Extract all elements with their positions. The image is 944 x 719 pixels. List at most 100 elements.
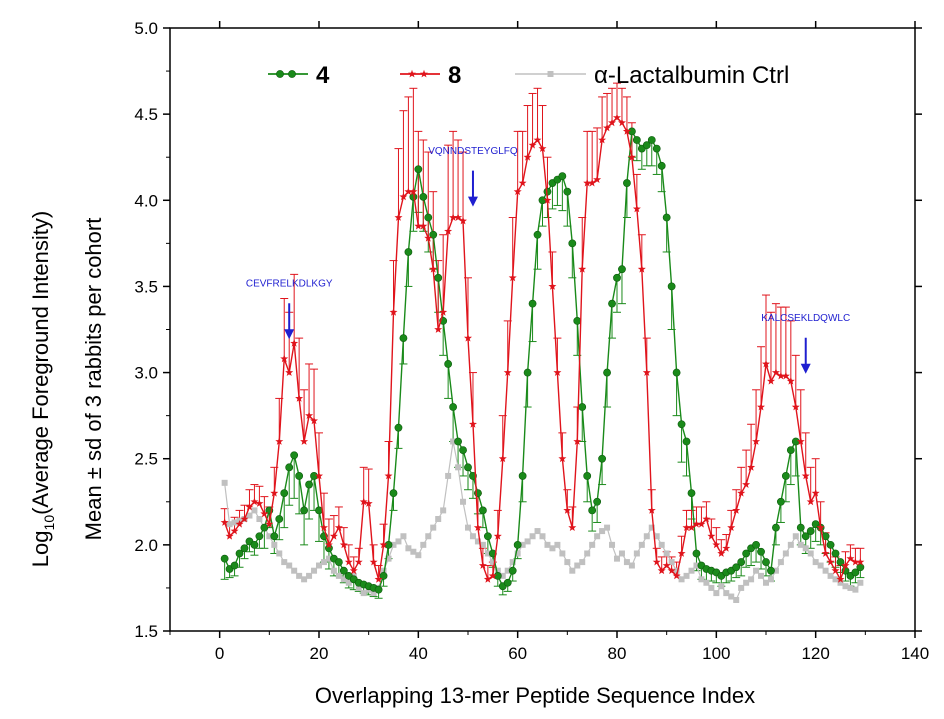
data-point — [250, 497, 259, 506]
data-point — [836, 575, 845, 583]
data-point — [628, 127, 636, 136]
data-point — [579, 559, 586, 566]
data-point — [296, 572, 303, 579]
data-point — [738, 584, 745, 591]
data-point — [334, 558, 343, 566]
data-point — [290, 339, 299, 347]
data-point — [851, 557, 860, 566]
data-point — [852, 586, 859, 593]
data-point — [529, 533, 536, 540]
data-point — [613, 113, 621, 121]
data-point — [488, 549, 497, 558]
y-tick-label: 5.0 — [134, 19, 158, 38]
data-point — [320, 559, 327, 566]
data-point — [687, 523, 696, 531]
data-point — [787, 541, 794, 548]
data-point — [534, 528, 541, 535]
data-point — [667, 566, 676, 575]
data-point — [508, 566, 517, 575]
data-point — [781, 371, 790, 380]
data-point — [389, 308, 398, 316]
data-point — [469, 420, 477, 428]
data-point — [733, 596, 740, 603]
data-point — [404, 187, 413, 196]
data-point — [245, 502, 254, 511]
data-point — [594, 533, 601, 540]
data-point — [281, 559, 288, 566]
data-point — [310, 472, 318, 480]
x-tick-label: 20 — [310, 644, 329, 663]
data-point — [772, 523, 780, 532]
x-axis-title: Overlapping 13-mer Peptide Sequence Inde… — [315, 683, 755, 708]
data-point — [628, 562, 635, 569]
data-point — [320, 523, 328, 531]
data-point — [251, 507, 258, 514]
data-point — [748, 576, 755, 583]
data-point — [652, 557, 661, 566]
legend-marker — [288, 70, 296, 78]
data-point — [742, 549, 751, 558]
data-point — [230, 561, 239, 570]
legend-label: 4 — [316, 62, 330, 89]
data-point — [424, 234, 433, 242]
x-tick-label: 140 — [901, 644, 929, 663]
data-point — [548, 282, 557, 290]
data-point — [831, 566, 840, 575]
y-tick-label: 2.0 — [134, 536, 158, 555]
data-point — [753, 567, 760, 574]
data-point — [632, 136, 641, 144]
data-point — [399, 192, 408, 201]
data-point — [692, 549, 701, 558]
data-point — [657, 161, 666, 170]
data-point — [503, 368, 512, 376]
data-point — [578, 265, 587, 273]
data-point — [354, 557, 363, 566]
data-point — [405, 545, 412, 552]
data-point — [549, 545, 556, 552]
data-point — [316, 562, 322, 569]
data-point — [647, 506, 656, 514]
data-point — [791, 402, 800, 411]
legend-label: α-Lactalbumin Ctrl — [594, 62, 789, 89]
data-point — [380, 567, 387, 574]
data-point — [702, 514, 711, 523]
y-tick-label: 4.0 — [134, 191, 158, 210]
data-point — [578, 403, 587, 411]
data-point — [777, 559, 784, 566]
data-point — [763, 579, 769, 586]
data-point — [240, 514, 249, 523]
data-point — [460, 498, 467, 505]
legend-marker — [547, 71, 554, 77]
x-tick-label: 80 — [608, 644, 627, 663]
data-point — [280, 489, 289, 498]
data-point — [474, 489, 482, 498]
data-point — [559, 550, 566, 557]
series-layer — [220, 113, 865, 603]
data-point — [439, 308, 448, 316]
data-point — [489, 559, 496, 566]
data-point — [260, 509, 269, 518]
data-point — [672, 368, 681, 377]
data-point — [385, 555, 392, 562]
data-point — [493, 532, 502, 540]
data-point — [837, 579, 844, 586]
data-point — [618, 118, 626, 127]
data-point — [692, 520, 701, 528]
data-point — [339, 566, 348, 575]
data-point — [478, 561, 487, 569]
data-point — [627, 153, 636, 161]
data-point — [419, 192, 428, 201]
series-2 — [221, 438, 864, 603]
data-point — [329, 532, 338, 540]
data-point — [806, 497, 815, 506]
data-point — [235, 549, 244, 558]
data-point — [831, 549, 840, 558]
data-point — [543, 196, 552, 204]
data-point — [767, 576, 774, 583]
data-point — [221, 479, 228, 486]
x-tick-label: 120 — [801, 644, 829, 663]
data-point — [488, 571, 497, 580]
data-point — [240, 544, 249, 553]
data-point — [573, 437, 582, 445]
data-point — [801, 532, 810, 541]
